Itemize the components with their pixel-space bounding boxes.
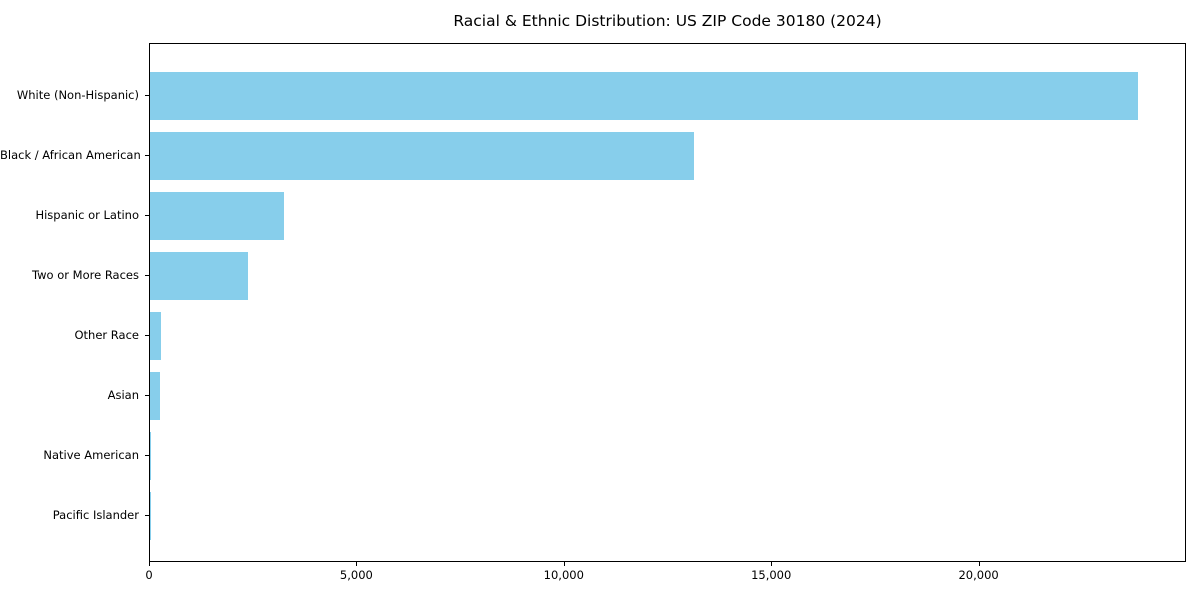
bar — [150, 432, 152, 480]
y-tick-label: Other Race — [74, 327, 140, 342]
y-tick — [145, 515, 149, 516]
x-tick-label: 5,000 — [339, 568, 373, 582]
x-tick — [356, 562, 358, 566]
x-tick — [563, 562, 565, 566]
y-tick — [145, 95, 149, 96]
bar — [150, 132, 695, 180]
x-tick — [978, 562, 980, 566]
x-tick — [149, 562, 150, 566]
y-tick-label: White (Non-Hispanic) — [16, 87, 139, 102]
bar — [150, 72, 1139, 120]
y-tick-label: Two or More Races — [32, 267, 139, 282]
y-tick-label: Pacific Islander — [52, 507, 139, 522]
x-tick-label: 20,000 — [958, 568, 999, 582]
bar — [150, 192, 284, 240]
y-tick-label: Native American — [43, 447, 139, 462]
bar — [150, 252, 248, 300]
y-tick — [145, 455, 149, 456]
bar — [150, 312, 162, 360]
chart-title: Racial & Ethnic Distribution: US ZIP Cod… — [453, 12, 882, 30]
y-tick — [145, 275, 149, 276]
y-tick-label: Hispanic or Latino — [35, 207, 139, 222]
x-tick-label: 10,000 — [543, 568, 584, 582]
x-tick-label: 0 — [145, 568, 153, 582]
y-tick — [145, 155, 149, 156]
y-tick — [145, 335, 149, 336]
x-tick-label: 15,000 — [751, 568, 792, 582]
y-tick-label: Asian — [107, 387, 139, 402]
y-tick — [145, 395, 149, 396]
plot-area — [149, 43, 1186, 562]
y-tick — [145, 215, 149, 216]
bar — [150, 372, 160, 420]
y-tick-label: Black / African American — [0, 147, 141, 162]
x-tick — [771, 562, 773, 566]
